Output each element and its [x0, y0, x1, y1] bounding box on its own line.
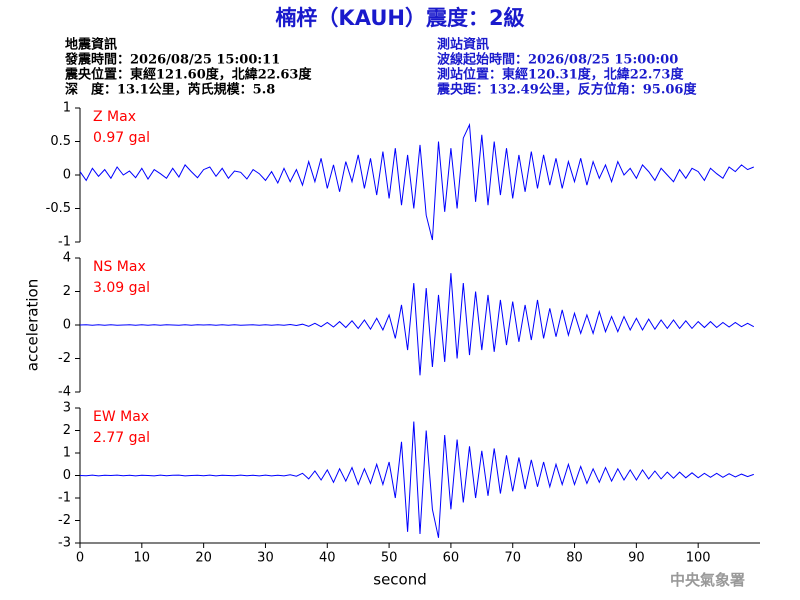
waveform [79, 273, 755, 376]
info-line: 深 度：13.1公里，芮氏規模：5.8 [65, 82, 275, 98]
info-line: 測站位置：東經120.31度，北緯22.73度 [437, 67, 684, 83]
x-tick-label: 100 [686, 551, 711, 566]
y-tick-label: 0 [63, 468, 71, 483]
info-line: 地震資訊 [65, 37, 117, 53]
y-tick-label: -0.5 [46, 201, 71, 216]
x-tick-label: 40 [319, 551, 336, 566]
waveform [79, 122, 754, 241]
y-tick-label: 2 [63, 423, 71, 438]
x-tick-label: 90 [628, 551, 645, 566]
y-tick-label: 0 [63, 168, 71, 183]
y-tick-label: -4 [58, 385, 71, 400]
y-tick-label: 2 [63, 284, 71, 299]
info-line: 震央距：132.49公里，反方位角：95.06度 [436, 82, 697, 98]
y-tick-label: 1 [63, 101, 71, 116]
event-info: 地震資訊 發震時間：2026/08/25 15:00:11 震央位置：東經121… [64, 37, 312, 98]
y-tick-label: -2 [58, 513, 71, 528]
info-line: 震央位置：東經121.60度，北緯22.63度 [64, 67, 312, 83]
x-axis-label: second [373, 571, 427, 589]
y-tick-label: -3 [58, 536, 71, 551]
x-tick-label: 60 [443, 551, 460, 566]
waveform [79, 421, 754, 538]
x-tick-label: 70 [504, 551, 521, 566]
annotation: NS Max [93, 259, 146, 275]
x-tick-label: 0 [76, 551, 84, 566]
title: 楠梓（KAUH）震度：2級 [275, 6, 524, 30]
y-tick-label: 1 [63, 446, 71, 461]
info-line: 測站資訊 [437, 37, 489, 53]
footer: 中央氣象署 [670, 571, 745, 589]
annotation: 3.09 gal [93, 280, 150, 296]
y-tick-label: -1 [58, 235, 71, 250]
y-tick-label: 4 [63, 251, 71, 266]
x-tick-label: 30 [257, 551, 274, 566]
annotation: 2.77 gal [93, 430, 150, 446]
y-tick-label: 3 [63, 401, 71, 416]
x-tick-label: 80 [566, 551, 583, 566]
annotation: 0.97 gal [93, 130, 150, 146]
y-axis-label: acceleration [24, 279, 42, 371]
y-tick-label: -1 [58, 491, 71, 506]
annotation: EW Max [93, 409, 149, 425]
y-tick-label: -2 [58, 351, 71, 366]
y-tick-label: 0 [63, 318, 71, 333]
info-line: 發震時間：2026/08/25 15:00:11 [64, 52, 280, 68]
info-line: 波線起始時間：2026/08/25 15:00:00 [437, 52, 678, 68]
annotation: Z Max [93, 109, 136, 125]
y-tick-label: 0.5 [50, 134, 71, 149]
x-tick-label: 50 [381, 551, 398, 566]
x-tick-label: 10 [134, 551, 151, 566]
station-info: 測站資訊 波線起始時間：2026/08/25 15:00:00 測站位置：東經1… [436, 37, 697, 98]
x-tick-label: 20 [195, 551, 212, 566]
